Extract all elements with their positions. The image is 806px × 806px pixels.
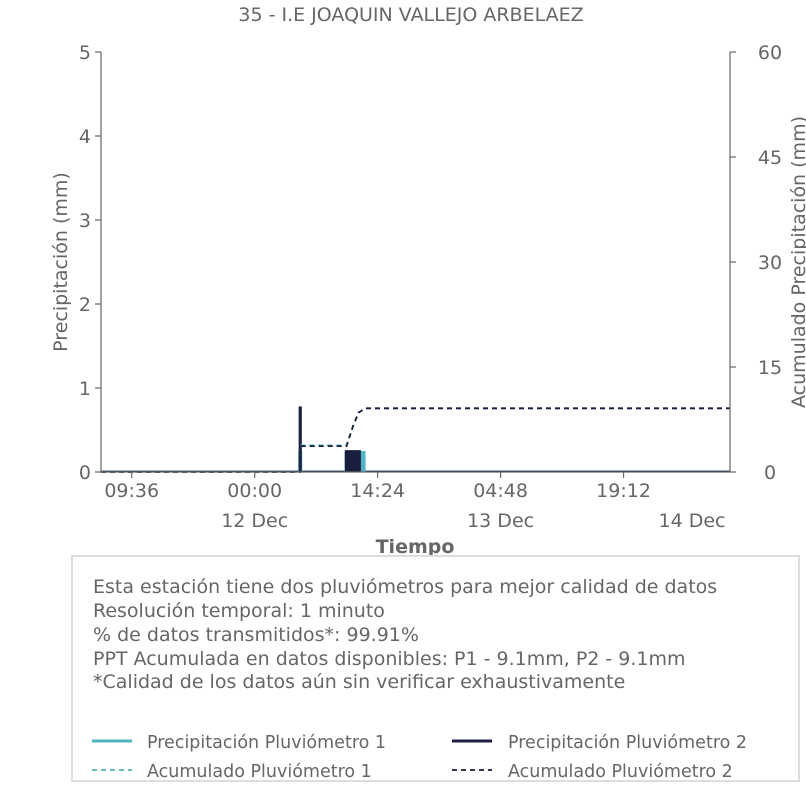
y-tick-label: 4	[79, 126, 91, 148]
x-tick-label: 14:24	[350, 480, 405, 502]
y2-tick-label: 60	[758, 42, 782, 64]
y2-tick-label: 0	[764, 462, 776, 484]
x-tick-label: 09:36	[104, 480, 159, 502]
y-tick-label: 2	[79, 294, 91, 316]
info-line-2: Resolución temporal: 1 minuto	[93, 600, 385, 622]
line-acum-p1	[101, 407, 730, 473]
y2-axis-label: Acumulado Precipitación (mm)	[788, 116, 806, 408]
info-box: Esta estación tiene dos pluviómetros par…	[71, 555, 800, 782]
y-tick-label: 0	[79, 462, 91, 484]
line-acum-p2	[101, 407, 730, 473]
x-axis-label: Tiempo	[376, 536, 455, 558]
legend-label-p1-precip: Precipitación Pluviómetro 1	[147, 733, 386, 753]
legend: Precipitación Pluviómetro 1 Precipitació…	[92, 733, 747, 782]
info-line-3: % de datos transmitidos*: 99.91%	[93, 624, 419, 646]
y-tick-label: 5	[79, 42, 91, 64]
right-axis-ticks: 0 15 30 45 60	[730, 42, 782, 484]
x-tick-label: 19:12	[596, 480, 651, 502]
y2-tick-label: 45	[758, 147, 782, 169]
y2-tick-label: 30	[758, 252, 782, 274]
y-axis-label: Precipitación (mm)	[50, 172, 72, 352]
x-date-label: 12 Dec	[221, 510, 288, 532]
info-line-4: PPT Acumulada en datos disponibles: P1 -…	[93, 648, 686, 670]
legend-label-p2-acum: Acumulado Pluviómetro 2	[508, 762, 733, 782]
legend-label-p2-precip: Precipitación Pluviómetro 2	[508, 733, 747, 753]
x-tick-label: 00:00	[227, 480, 282, 502]
precipitation-bars	[101, 406, 730, 473]
info-line-1: Esta estación tiene dos pluviómetros par…	[93, 576, 717, 598]
info-box-frame	[71, 555, 800, 782]
left-axis-ticks: 0 1 2 3 4 5	[79, 42, 101, 484]
y2-tick-label: 15	[758, 357, 782, 379]
cumulative-lines	[101, 407, 730, 473]
y-tick-label: 1	[79, 378, 91, 400]
x-date-label: 13 Dec	[467, 510, 534, 532]
x-tick-label: 04:48	[473, 480, 528, 502]
x-date-label: 14 Dec	[659, 510, 726, 532]
info-line-5: *Calidad de los datos aún sin verificar …	[93, 671, 625, 693]
x-axis-ticks: 09:36 00:00 12 Dec 14:24 04:48 13 Dec 19:12 14 …	[104, 472, 725, 532]
chart-title: 35 - I.E JOAQUIN VALLEJO ARBELAEZ	[238, 4, 583, 26]
y-tick-label: 3	[79, 210, 91, 232]
legend-label-p1-acum: Acumulado Pluviómetro 1	[147, 762, 372, 782]
